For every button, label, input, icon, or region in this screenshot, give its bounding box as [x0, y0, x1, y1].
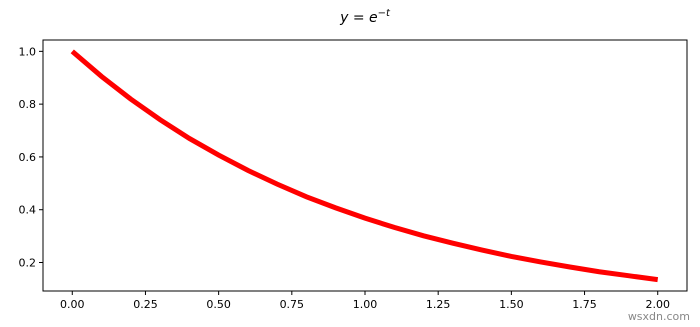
- x-tick-label: 0.00: [60, 298, 85, 311]
- x-tick-label: 0.25: [133, 298, 158, 311]
- x-tick-label: 1.25: [426, 298, 451, 311]
- y-tick-label: 0.8: [19, 98, 37, 111]
- x-tick-label: 0.75: [280, 298, 305, 311]
- title-exponent: −t: [378, 8, 391, 19]
- data-line: [70, 49, 659, 283]
- x-tick-label: 1.50: [499, 298, 524, 311]
- plot-frame: [42, 39, 688, 292]
- watermark: wsxdn.com: [628, 310, 690, 323]
- x-tick-label: 1.00: [353, 298, 378, 311]
- x-tick-label: 2.00: [645, 298, 670, 311]
- y-tick-label: 0.2: [19, 256, 37, 269]
- x-tick-label: 0.50: [206, 298, 231, 311]
- x-tick-label: 1.75: [572, 298, 597, 311]
- y-tick-label: 1.0: [19, 45, 37, 58]
- y-tick-label: 0.6: [19, 151, 37, 164]
- chart-title: y = e−t: [339, 8, 391, 26]
- title-base: y = e: [339, 10, 378, 26]
- y-tick-label: 0.4: [19, 204, 37, 217]
